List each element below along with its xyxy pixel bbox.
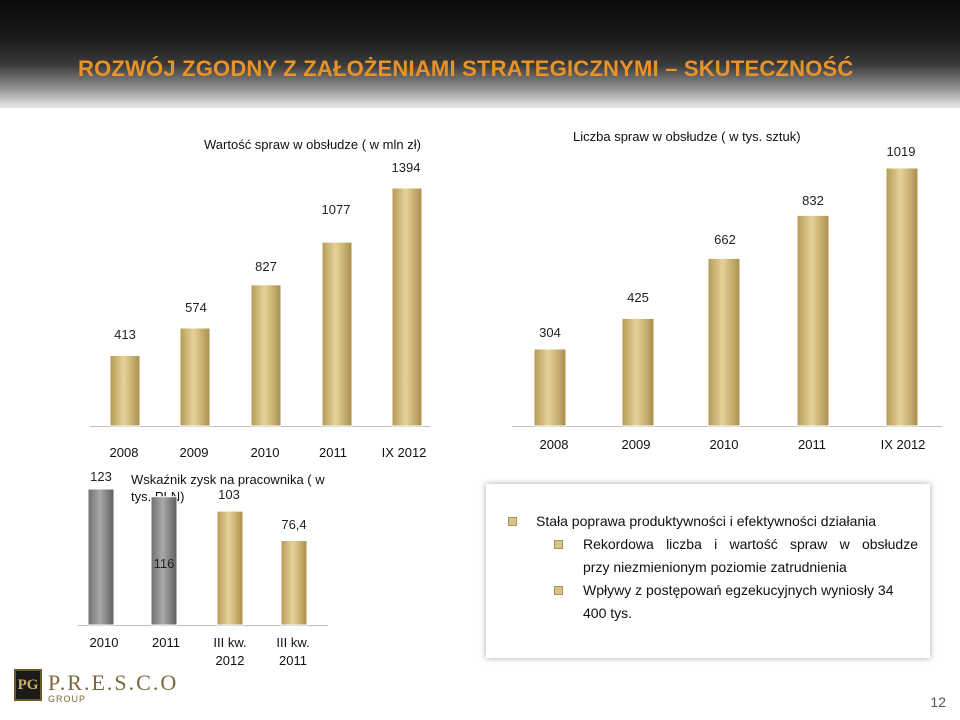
value-category-label: 2009 <box>179 445 209 460</box>
profit-category-label: 2011 <box>152 635 180 650</box>
value-chart-title: Wartość spraw w obsłudze ( w mln zł) <box>204 137 421 152</box>
count-data-label: 425 <box>627 290 649 306</box>
count-bar-1 <box>533 348 567 427</box>
bullet-icon <box>508 517 517 526</box>
profit-chart-title-line1: Wskaźnik zysk na pracownika ( w <box>131 472 325 487</box>
value-bar-1 <box>109 354 141 427</box>
value-data-label: 413 <box>114 327 136 343</box>
logo-subtitle: GROUP <box>48 694 87 704</box>
profit-category-label: 2010 <box>89 635 119 650</box>
count-category-label: 2008 <box>539 437 569 452</box>
bullet-icon <box>554 586 563 595</box>
summary-item-2-line2: 400 tys. <box>583 605 633 621</box>
profit-data-label: 123 <box>90 469 112 484</box>
value-bar-3 <box>250 284 282 427</box>
value-data-label: 827 <box>255 258 277 274</box>
profit-bar-4 <box>280 540 308 626</box>
count-data-label: 662 <box>714 232 736 248</box>
value-data-label: 1394 <box>391 160 421 175</box>
profit-category-label: III kw. <box>276 635 310 650</box>
value-category-label: 2008 <box>109 445 139 460</box>
count-bar-2 <box>621 317 655 427</box>
profit-data-label: 103 <box>218 487 240 503</box>
count-bar-3 <box>707 257 741 427</box>
profit-bar-3 <box>216 510 244 626</box>
profit-bar-2 <box>150 496 178 626</box>
value-category-label: IX 2012 <box>381 445 427 460</box>
profit-category-label: 2011 <box>279 653 307 668</box>
profit-bar-1 <box>87 488 115 626</box>
value-category-label: 2011 <box>319 445 347 460</box>
value-data-label: 574 <box>185 300 207 315</box>
value-bar-2 <box>179 327 211 427</box>
count-data-label: 1019 <box>886 144 916 159</box>
count-bar-5 <box>885 167 919 427</box>
profit-data-label: 116 <box>153 556 175 571</box>
count-chart-title: Liczba spraw w obsłudze ( w tys. sztuk) <box>573 129 801 144</box>
profit-category-label: 2012 <box>215 653 245 668</box>
logo-mark: PG <box>14 669 42 701</box>
count-category-label: 2009 <box>621 437 651 452</box>
count-category-label: IX 2012 <box>880 437 926 452</box>
count-category-label: 2011 <box>798 437 826 452</box>
value-category-label: 2010 <box>250 445 280 460</box>
profit-chart-axis <box>78 625 328 626</box>
count-data-label: 304 <box>539 325 561 341</box>
summary-item-2-line1: Wpływy z postępowań egzekucyjnych wynios… <box>583 582 894 598</box>
bullet-icon <box>554 540 563 549</box>
summary-item-1-line1: Rekordowa liczba i wartość spraw w obsłu… <box>583 536 918 552</box>
summary-item-1-line2: przy niezmienionym poziomie zatrudnienia <box>583 559 847 575</box>
page-number: 12 <box>930 694 946 710</box>
value-bar-5 <box>391 187 423 427</box>
slide-title: ROZWÓJ ZGODNY Z ZAŁOŻENIAMI STRATEGICZNY… <box>78 56 854 81</box>
value-data-label: 1077 <box>321 202 351 218</box>
profit-category-label: III kw. <box>213 635 247 650</box>
profit-data-label: 76,4 <box>281 516 307 532</box>
summary-heading: Stała poprawa produktywności i efektywno… <box>536 513 877 529</box>
summary-textbox <box>486 484 930 658</box>
value-bar-4 <box>321 241 353 427</box>
count-bar-4 <box>796 214 830 427</box>
count-category-label: 2010 <box>709 437 739 452</box>
count-data-label: 832 <box>802 193 824 209</box>
header-band <box>0 0 960 108</box>
logo-name: P.R.E.S.C.O <box>48 670 179 695</box>
